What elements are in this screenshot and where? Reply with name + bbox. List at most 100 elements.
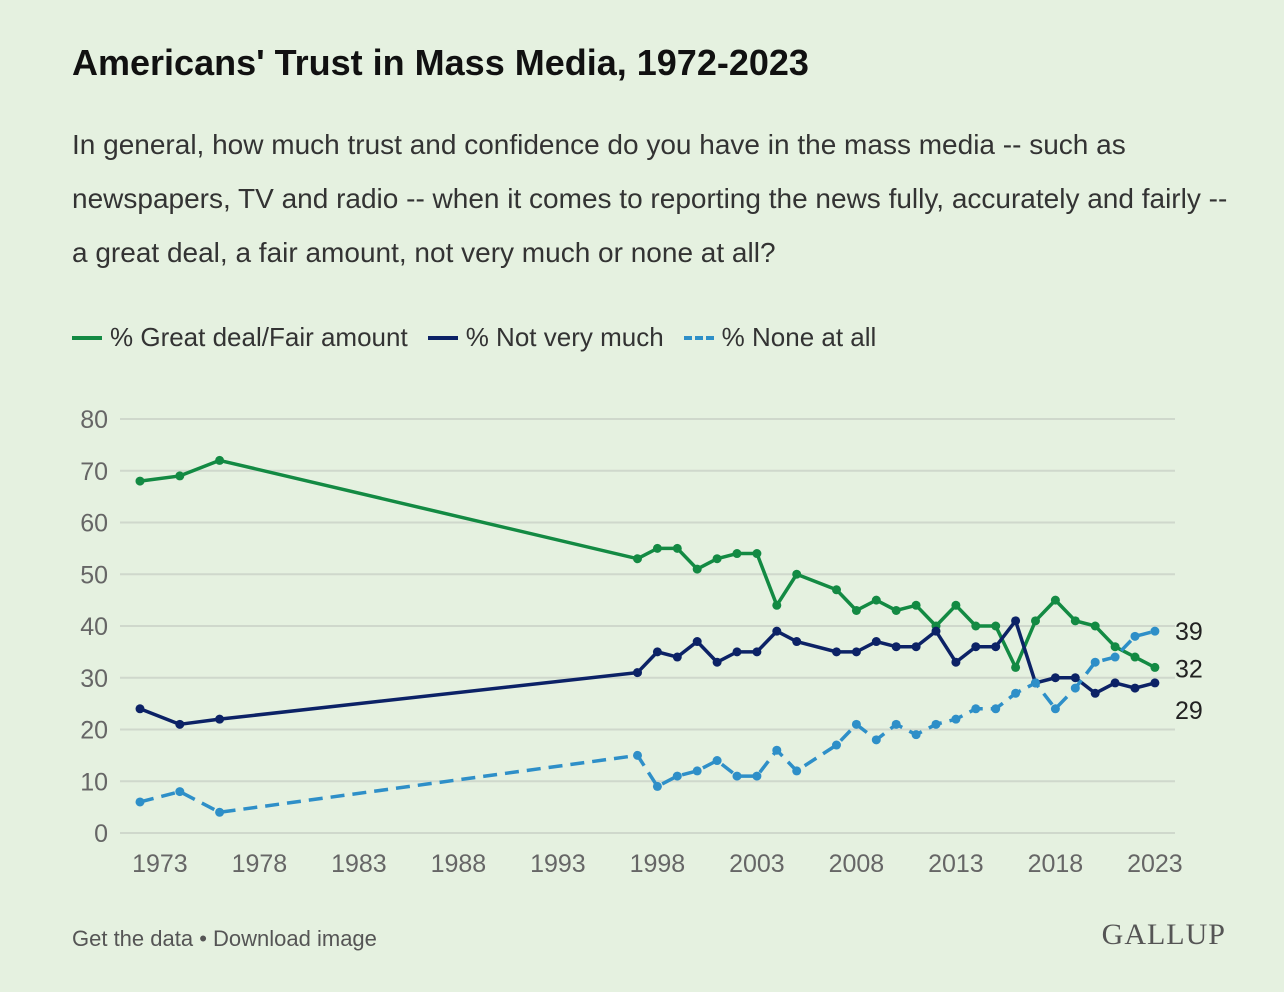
data-point xyxy=(712,554,722,564)
data-point xyxy=(1150,662,1160,672)
data-point xyxy=(832,585,841,595)
data-point xyxy=(652,543,662,553)
footer-separator: • xyxy=(193,926,214,951)
data-point xyxy=(772,745,782,755)
data-point xyxy=(1050,673,1060,683)
data-point xyxy=(891,605,901,615)
data-point xyxy=(991,642,1001,652)
y-tick-label: 40 xyxy=(80,613,108,641)
data-point xyxy=(1011,688,1021,698)
legend-swatch xyxy=(72,335,102,340)
get-data-link[interactable]: Get the data xyxy=(72,926,194,951)
data-point xyxy=(712,657,722,667)
x-tick-label: 2013 xyxy=(928,850,984,878)
data-point xyxy=(1110,652,1120,662)
legend-item-great-deal: % Great deal/Fair amount xyxy=(72,322,408,353)
data-point xyxy=(851,647,861,657)
data-point xyxy=(851,605,861,615)
data-point xyxy=(871,595,881,605)
data-point xyxy=(1150,678,1160,688)
data-point xyxy=(652,781,662,791)
data-point xyxy=(1110,642,1120,652)
data-point xyxy=(832,647,841,657)
data-point xyxy=(971,621,981,631)
data-point xyxy=(732,549,742,559)
data-point xyxy=(991,621,1001,631)
download-image-link[interactable]: Download image xyxy=(213,926,377,951)
data-point xyxy=(633,750,642,760)
data-point xyxy=(891,719,901,729)
data-point xyxy=(175,719,185,729)
data-point xyxy=(672,543,682,553)
x-tick-label: 1998 xyxy=(630,850,686,878)
legend-item-not-very-much: % Not very much xyxy=(427,322,664,353)
data-point xyxy=(692,564,702,574)
data-point xyxy=(732,771,742,781)
legend-swatch xyxy=(683,335,714,340)
data-point xyxy=(772,600,782,610)
data-point xyxy=(672,652,682,662)
series-line xyxy=(139,629,1156,815)
x-tick-label: 2008 xyxy=(829,850,885,878)
data-point xyxy=(832,740,841,750)
x-tick-label: 2003 xyxy=(729,850,785,878)
data-point xyxy=(692,766,702,776)
data-point xyxy=(911,642,921,652)
legend-label: % None at all xyxy=(721,322,877,352)
y-tick-label: 0 xyxy=(94,820,108,848)
data-point xyxy=(1070,673,1080,683)
data-point xyxy=(851,719,861,729)
y-tick-label: 20 xyxy=(80,717,108,745)
legend-item-none-at-all: % None at all xyxy=(683,322,877,353)
data-point xyxy=(1090,657,1100,667)
data-point xyxy=(931,719,941,729)
data-point xyxy=(772,626,782,636)
data-point xyxy=(692,637,702,647)
y-tick-label: 70 xyxy=(80,458,108,486)
x-tick-label: 2023 xyxy=(1127,850,1183,878)
data-point xyxy=(752,549,762,559)
data-point xyxy=(135,797,145,807)
end-value-label: 29 xyxy=(1175,697,1203,725)
data-point xyxy=(792,637,802,647)
data-point xyxy=(1090,621,1100,631)
data-point xyxy=(1130,631,1140,641)
data-point xyxy=(1070,683,1080,693)
legend: % Great deal/Fair amount % Not very much… xyxy=(72,322,876,353)
gallup-logo: GALLUP xyxy=(1101,918,1226,951)
x-tick-label: 1978 xyxy=(232,850,288,878)
data-point xyxy=(951,657,961,667)
data-point xyxy=(712,756,722,766)
data-point xyxy=(1011,662,1021,672)
data-point xyxy=(1050,704,1060,714)
end-value-label: 39 xyxy=(1175,618,1203,646)
data-point xyxy=(1070,616,1080,626)
data-point xyxy=(991,704,1001,714)
y-tick-label: 30 xyxy=(80,665,108,693)
data-point xyxy=(951,714,961,724)
data-point xyxy=(135,704,145,714)
data-point xyxy=(215,455,225,465)
data-point xyxy=(891,642,901,652)
x-tick-label: 1973 xyxy=(132,850,188,878)
footer: Get the data • Download image xyxy=(72,926,377,952)
data-point xyxy=(1011,616,1021,626)
data-point xyxy=(652,647,662,657)
data-point xyxy=(175,471,185,481)
data-point xyxy=(752,647,762,657)
data-point xyxy=(792,766,802,776)
legend-label: % Not very much xyxy=(465,322,664,352)
x-tick-label: 1993 xyxy=(530,850,586,878)
x-tick-label: 2018 xyxy=(1028,850,1084,878)
data-point xyxy=(1031,678,1040,688)
legend-label: % Great deal/Fair amount xyxy=(110,322,408,352)
chart-subtitle: In general, how much trust and confidenc… xyxy=(72,129,1228,268)
x-tick-label: 1988 xyxy=(431,850,487,878)
data-point xyxy=(1110,678,1120,688)
y-tick-label: 10 xyxy=(80,768,108,796)
data-point xyxy=(1031,616,1040,626)
end-value-label: 32 xyxy=(1175,655,1203,683)
data-point xyxy=(175,787,185,797)
y-tick-label: 50 xyxy=(80,561,108,589)
